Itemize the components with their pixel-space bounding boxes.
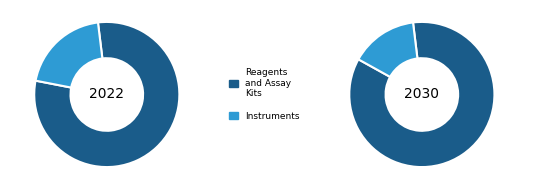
Text: 2022: 2022: [89, 88, 124, 101]
Text: 2030: 2030: [404, 88, 439, 101]
Wedge shape: [36, 22, 103, 88]
Wedge shape: [358, 22, 418, 77]
Legend: Reagents
and Assay
Kits, Instruments: Reagents and Assay Kits, Instruments: [230, 68, 299, 121]
Wedge shape: [34, 22, 179, 167]
Wedge shape: [349, 22, 494, 167]
